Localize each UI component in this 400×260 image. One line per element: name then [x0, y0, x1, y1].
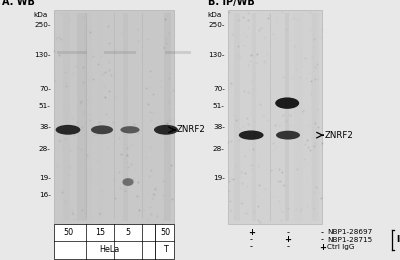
Text: 130-: 130- [34, 52, 51, 58]
Text: 70-: 70- [213, 86, 225, 92]
Text: 28-: 28- [213, 146, 225, 152]
Text: 19-: 19- [39, 175, 51, 181]
Text: 51-: 51- [39, 103, 51, 109]
Text: 51-: 51- [213, 103, 225, 109]
Bar [234, 13, 240, 221]
Text: 50: 50 [64, 228, 74, 237]
Text: -: - [250, 243, 253, 251]
Bar [98, 13, 103, 221]
Text: 38-: 38- [39, 124, 51, 129]
Text: -: - [286, 243, 290, 251]
Bar [54, 224, 174, 259]
Text: +: + [319, 243, 326, 251]
Text: ZNRF2: ZNRF2 [177, 125, 206, 134]
Text: NBP1-28697: NBP1-28697 [327, 229, 372, 236]
Text: -: - [286, 228, 290, 237]
Text: +: + [248, 228, 255, 237]
Bar [123, 13, 128, 221]
Text: A. WB: A. WB [2, 0, 35, 7]
Bar [228, 10, 322, 224]
Bar [57, 51, 87, 54]
Text: -: - [321, 228, 324, 237]
Text: 250-: 250- [34, 22, 51, 28]
Text: 38-: 38- [213, 124, 225, 129]
Bar [64, 13, 70, 221]
Bar [294, 13, 303, 221]
Text: HeLa: HeLa [100, 245, 120, 255]
Bar [54, 10, 174, 224]
Text: 19-: 19- [213, 175, 225, 181]
Text: 28-: 28- [39, 146, 51, 152]
Ellipse shape [122, 178, 134, 186]
Text: IP: IP [396, 235, 400, 244]
Text: -: - [321, 235, 324, 244]
Text: kDa: kDa [208, 12, 222, 18]
Bar [252, 13, 256, 221]
Text: -: - [250, 235, 253, 244]
Text: B. IP/WB: B. IP/WB [208, 0, 255, 7]
Text: Ctrl IgG: Ctrl IgG [327, 244, 354, 250]
Text: +: + [284, 235, 292, 244]
Text: 50: 50 [160, 228, 170, 237]
Text: 70-: 70- [39, 86, 51, 92]
Text: 5: 5 [126, 228, 130, 237]
Ellipse shape [91, 125, 113, 134]
Ellipse shape [239, 131, 264, 140]
Bar [164, 13, 171, 221]
Bar [104, 51, 136, 54]
Text: kDa: kDa [34, 12, 48, 18]
Text: NBP1-28715: NBP1-28715 [327, 237, 372, 243]
Text: T: T [163, 245, 168, 255]
Ellipse shape [154, 125, 178, 135]
Text: 15: 15 [95, 228, 105, 237]
Bar [165, 51, 191, 54]
Ellipse shape [56, 125, 80, 135]
Bar [312, 13, 319, 221]
Text: 16-: 16- [39, 192, 51, 198]
Ellipse shape [275, 98, 299, 109]
Bar [311, 13, 316, 221]
Text: ZNRF2: ZNRF2 [325, 131, 354, 140]
Text: 250-: 250- [208, 22, 225, 28]
Ellipse shape [276, 131, 300, 140]
Bar [84, 13, 92, 221]
Bar [77, 13, 87, 221]
Ellipse shape [120, 126, 140, 133]
Bar [286, 13, 289, 221]
Text: 130-: 130- [208, 52, 225, 58]
